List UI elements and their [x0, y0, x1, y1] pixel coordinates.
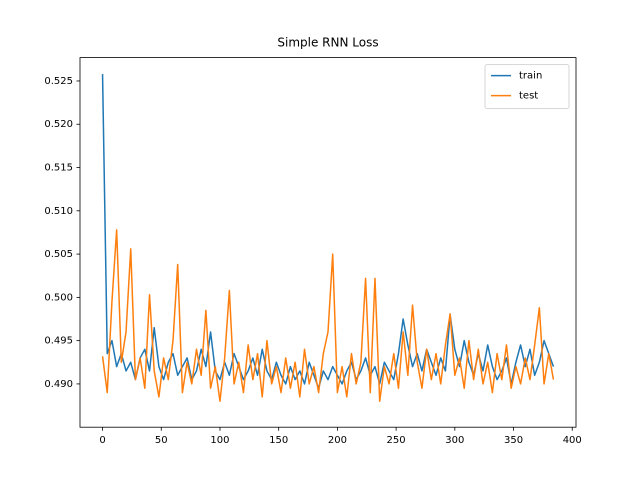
plot-frame [79, 57, 577, 428]
x-tick-label: 250 [387, 435, 406, 446]
x-tick-label: 50 [155, 435, 168, 446]
y-tick-label: 0.525 [44, 76, 73, 87]
y-tick-label: 0.515 [44, 163, 73, 174]
y-tick-label: 0.500 [44, 292, 73, 303]
legend-label: train [519, 71, 542, 82]
x-tick-label: 200 [328, 435, 347, 446]
y-tick-label: 0.505 [44, 249, 73, 260]
x-tick-label: 300 [445, 435, 464, 446]
series-line [101, 229, 555, 402]
x-tick-label: 0 [99, 435, 105, 446]
x-tick-label: 350 [504, 435, 523, 446]
x-tick-label: 400 [563, 435, 582, 446]
y-tick-label: 0.520 [44, 119, 73, 130]
y-tick-label: 0.495 [44, 336, 73, 347]
legend-label: test [519, 91, 538, 102]
series-line [101, 74, 555, 389]
y-tick-label: 0.510 [44, 206, 73, 217]
chart-title: Simple RNN Loss [277, 36, 378, 50]
x-tick-label: 150 [269, 435, 288, 446]
y-tick-label: 0.490 [44, 379, 73, 390]
x-tick-label: 100 [210, 435, 229, 446]
